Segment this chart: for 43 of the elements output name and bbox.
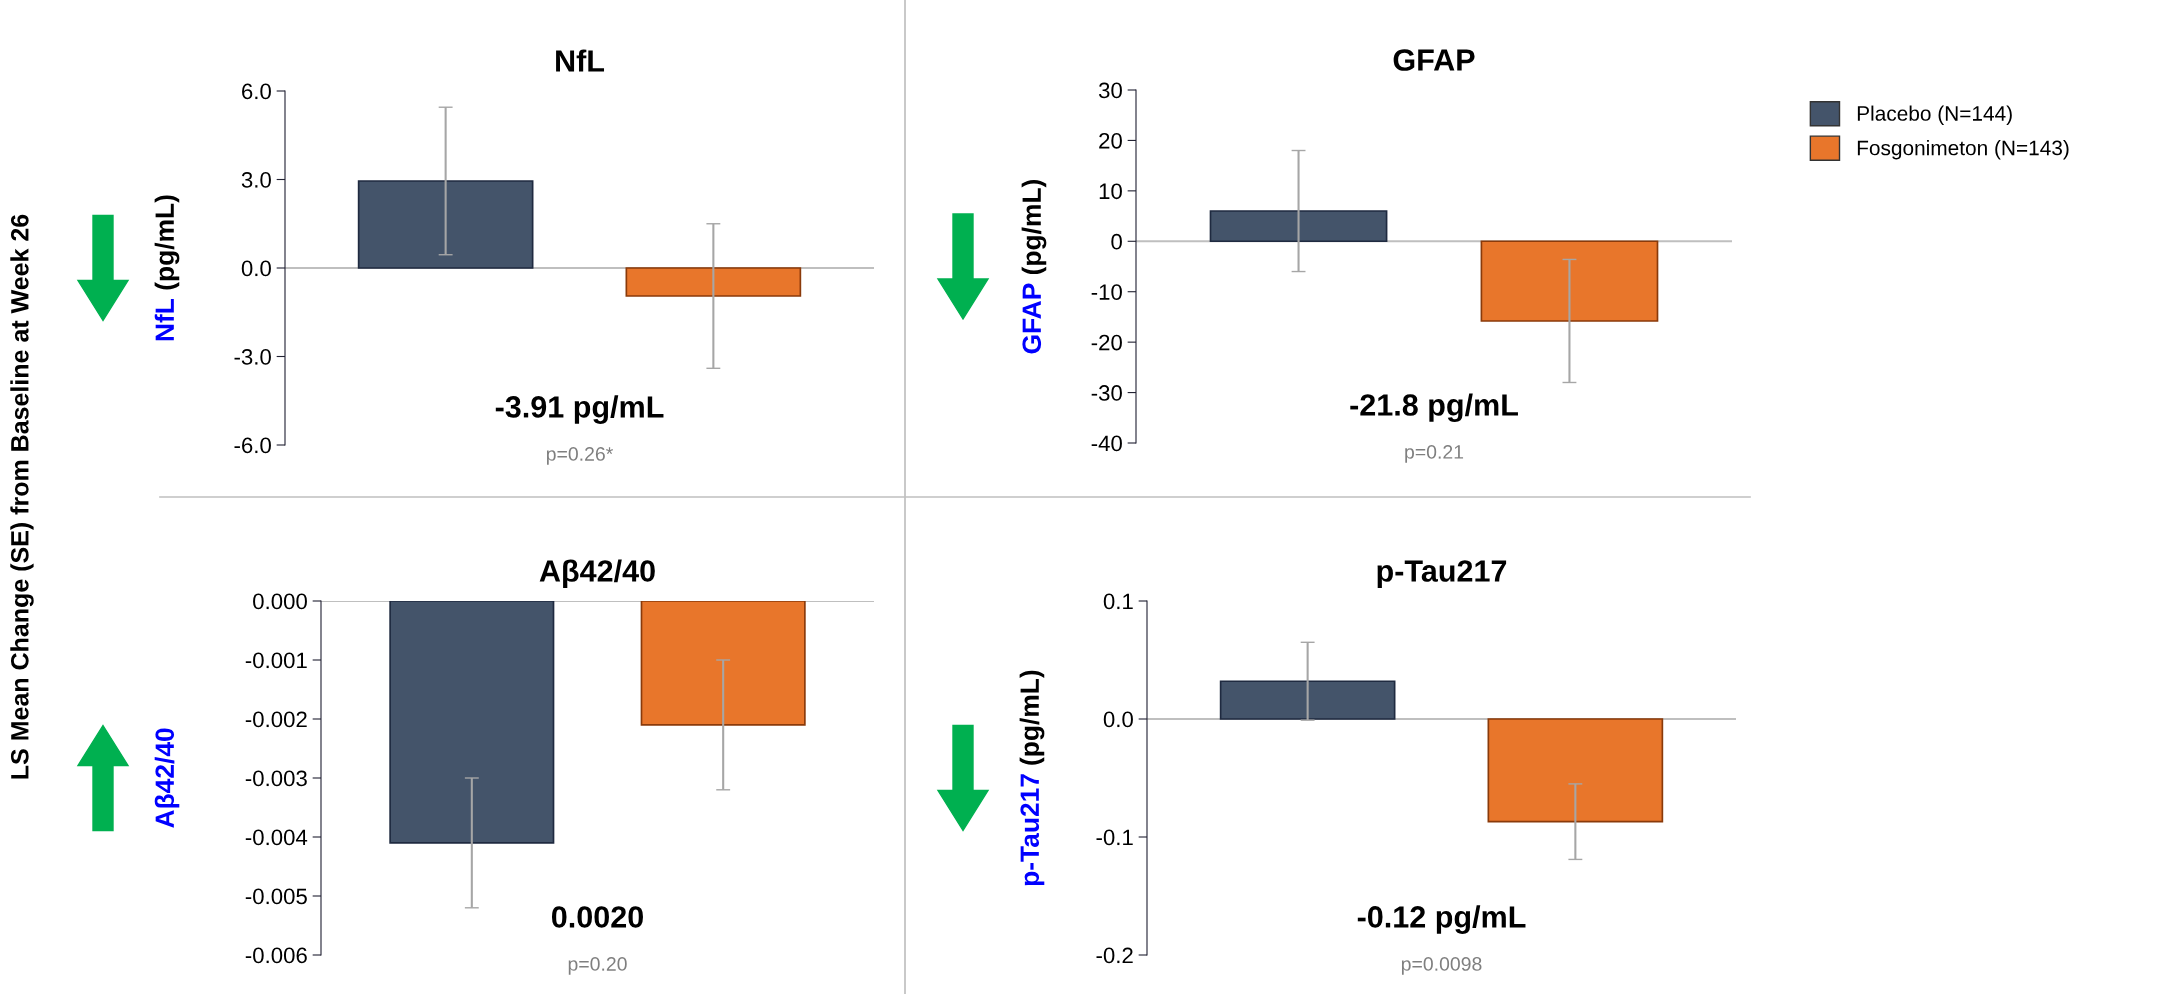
annotation: 0.0020 bbox=[551, 906, 643, 928]
y-axis-title: GFAP (pg/mL) bbox=[1021, 180, 1047, 354]
text: p=0.26* bbox=[546, 447, 613, 465]
y-tick-label: -3.0 bbox=[234, 349, 271, 365]
y-tick-label: 0.0 bbox=[1103, 711, 1133, 728]
y-tick-label: -20 bbox=[1091, 334, 1122, 351]
y-tick-label: 30 bbox=[1098, 82, 1122, 99]
text: p=0.0098 bbox=[1401, 957, 1482, 975]
legend-label: Fosgonimeton (N=143) bbox=[1857, 140, 2069, 160]
y-tick-label: -10 bbox=[1091, 284, 1122, 300]
y-axis-title: p-Tau217 (pg/mL) bbox=[1019, 670, 1045, 886]
legend-label: Placebo (N=144) bbox=[1857, 105, 2012, 125]
y-tick-label: 0.000 bbox=[253, 593, 307, 610]
y-tick-label: 20 bbox=[1099, 132, 1122, 149]
y-tick-label: -0.003 bbox=[245, 770, 307, 787]
y-tick-label: 6.0 bbox=[242, 83, 271, 100]
chart-title: p-Tau217 bbox=[1377, 560, 1507, 588]
y-tick-label: 0.1 bbox=[1103, 593, 1133, 610]
y-tick-label: -0.002 bbox=[245, 711, 307, 728]
y-tick-label: -0.004 bbox=[245, 829, 308, 846]
y-tick-label: -0.005 bbox=[245, 888, 307, 905]
y-tick-label: -30 bbox=[1091, 385, 1122, 401]
annotation: -21.8 pg/mL bbox=[1350, 393, 1518, 423]
y-axis-title: Aβ42/40 bbox=[154, 728, 180, 828]
text: p=0.21 bbox=[1405, 445, 1464, 463]
chart-title: GFAP bbox=[1393, 49, 1475, 71]
y-tick-label: 0 bbox=[1111, 233, 1122, 250]
y-tick-label: -40 bbox=[1091, 435, 1122, 452]
chart-title: Aβ42/40 bbox=[539, 559, 655, 588]
y-tick-label: -0.006 bbox=[245, 947, 307, 964]
y-axis-title: NfL (pg/mL) bbox=[154, 195, 180, 341]
y-tick-label: 0.0 bbox=[241, 260, 271, 277]
y-tick-label: 3.0 bbox=[241, 172, 271, 188]
y-tick-label: -0.001 bbox=[245, 652, 307, 669]
annotation: -0.12 pg/mL bbox=[1357, 905, 1526, 934]
y-tick-label: -0.1 bbox=[1096, 829, 1133, 846]
y-tick-label: -6.0 bbox=[234, 437, 271, 454]
y-tick-label: 10 bbox=[1099, 183, 1122, 200]
annotation: -3.91 pg/mL bbox=[495, 395, 664, 424]
chart-title: NfL bbox=[556, 49, 605, 72]
text: p=0.20 bbox=[568, 957, 627, 975]
text: LS Mean Change (SE) from Baseline at Week 26 bbox=[10, 214, 34, 779]
y-tick-label: -0.2 bbox=[1096, 947, 1133, 964]
